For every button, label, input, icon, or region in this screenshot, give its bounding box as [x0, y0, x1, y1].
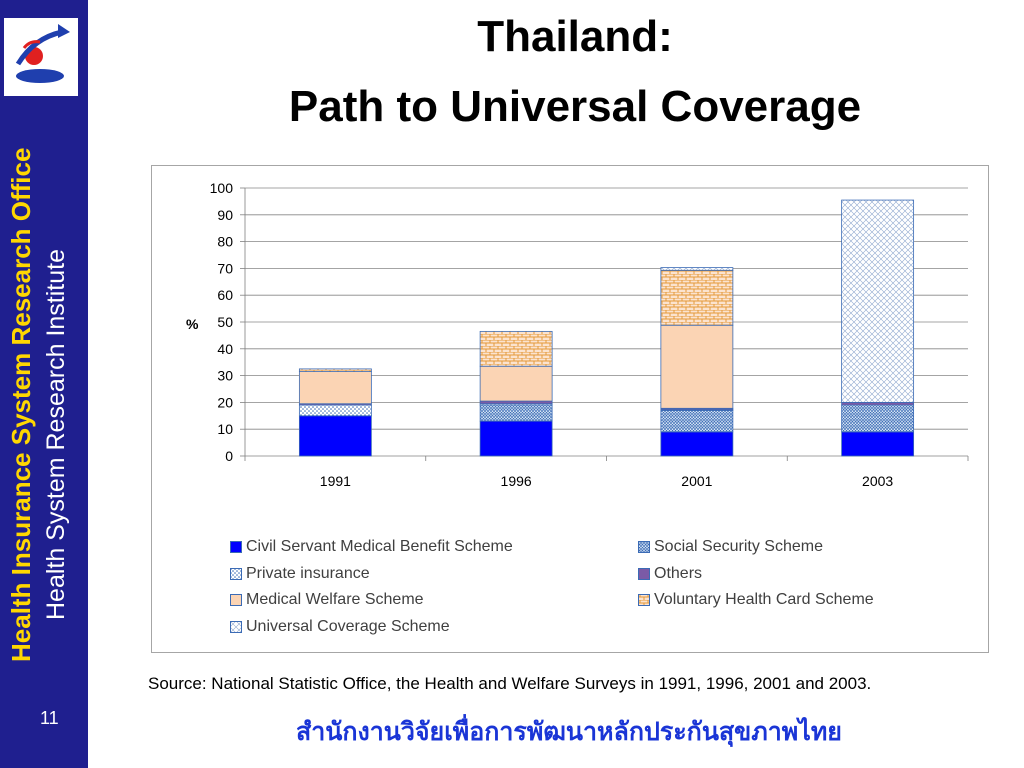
bar-segment: [479, 365, 553, 402]
legend-item: Social Security Scheme: [638, 538, 823, 556]
legend-item: Civil Servant Medical Benefit Scheme: [230, 538, 513, 556]
health-insurance-logo-icon: [15, 24, 70, 83]
x-tick-label: 1996: [501, 473, 532, 489]
bars: [298, 199, 915, 457]
y-tick-label: 60: [217, 287, 233, 303]
x-axis-labels: 1991 1996 2001 2003: [244, 456, 969, 489]
bar-segment: [841, 431, 915, 457]
y-axis-title: %: [186, 316, 199, 332]
legend-swatch: [638, 541, 650, 553]
legend-label: Private insurance: [246, 564, 370, 582]
x-tick-label: 2003: [862, 473, 893, 489]
legend-label: Voluntary Health Card Scheme: [654, 591, 874, 608]
legend-label: Civil Servant Medical Benefit Scheme: [246, 538, 513, 555]
org-name-primary: Health Insurance System Research Office: [6, 147, 36, 662]
legend-swatch: [230, 567, 242, 580]
legend-label: Others: [654, 564, 703, 582]
y-tick-label: 80: [217, 234, 233, 250]
bar-segment: [298, 368, 372, 372]
bar-segment: [660, 410, 734, 433]
bar-segment: [479, 420, 553, 457]
x-tick-label: 1991: [320, 473, 351, 489]
x-tick-label: 2001: [681, 473, 712, 489]
legend-label: Medical Welfare Scheme: [246, 591, 424, 608]
bar-segment: [479, 400, 553, 405]
legend-swatch: [230, 594, 242, 606]
legend-swatch: [230, 620, 242, 633]
bar-segment: [660, 269, 734, 326]
y-tick-label: 100: [210, 180, 234, 196]
source-note: Source: National Statistic Office, the H…: [148, 674, 872, 693]
thai-org-name: สำนักงานวิจัยเพื่อการพัฒนาหลักประกันสุขภ…: [296, 717, 842, 746]
y-tick-label: 30: [217, 368, 233, 384]
legend-item: Others: [638, 565, 702, 583]
org-name-secondary: Health System Research Institute: [42, 249, 70, 620]
legend-label: Social Security Scheme: [654, 538, 823, 555]
chart-container: 0 10 20 30 40 50 60 70 80 90 100 1991 1996 2001 2003 …: [151, 165, 989, 653]
legend-item: Medical Welfare Scheme: [230, 591, 424, 609]
y-axis: 0 10 20 30 40 50 60 70 80 90 100: [210, 180, 246, 464]
sidebar: Health Insurance System Research Office …: [0, 0, 88, 768]
bar-segment: [841, 199, 915, 403]
legend-swatch: [230, 541, 242, 553]
legend-item: Universal Coverage Scheme: [230, 618, 450, 636]
legend-item: Private insurance: [230, 565, 370, 583]
y-tick-label: 20: [217, 394, 233, 410]
organization-logo: [4, 18, 78, 96]
page-title-line1: Thailand:: [477, 12, 673, 61]
bar-segment: [660, 431, 734, 457]
bar-segment: [298, 415, 372, 457]
bar-segment: [841, 401, 915, 406]
y-tick-label: 10: [217, 421, 233, 437]
legend-swatch: [638, 567, 650, 580]
y-tick-label: 50: [217, 314, 233, 330]
legend-swatch: [638, 594, 650, 606]
bar-segment: [479, 330, 553, 367]
y-tick-label: 40: [217, 341, 233, 357]
bar-segment: [660, 324, 734, 409]
y-tick-label: 0: [225, 448, 233, 464]
legend-item: Voluntary Health Card Scheme: [638, 591, 874, 609]
bar-segment: [660, 267, 734, 271]
bar-segment: [298, 371, 372, 405]
bar-segment: [298, 404, 372, 417]
bar-segment: [841, 404, 915, 433]
y-tick-label: 70: [217, 260, 233, 276]
y-tick-label: 90: [217, 207, 233, 223]
legend-label: Universal Coverage Scheme: [246, 617, 450, 635]
slide-number: 11: [40, 708, 59, 728]
page-title-line2: Path to Universal Coverage: [288, 82, 862, 131]
bar-segment: [479, 404, 553, 422]
